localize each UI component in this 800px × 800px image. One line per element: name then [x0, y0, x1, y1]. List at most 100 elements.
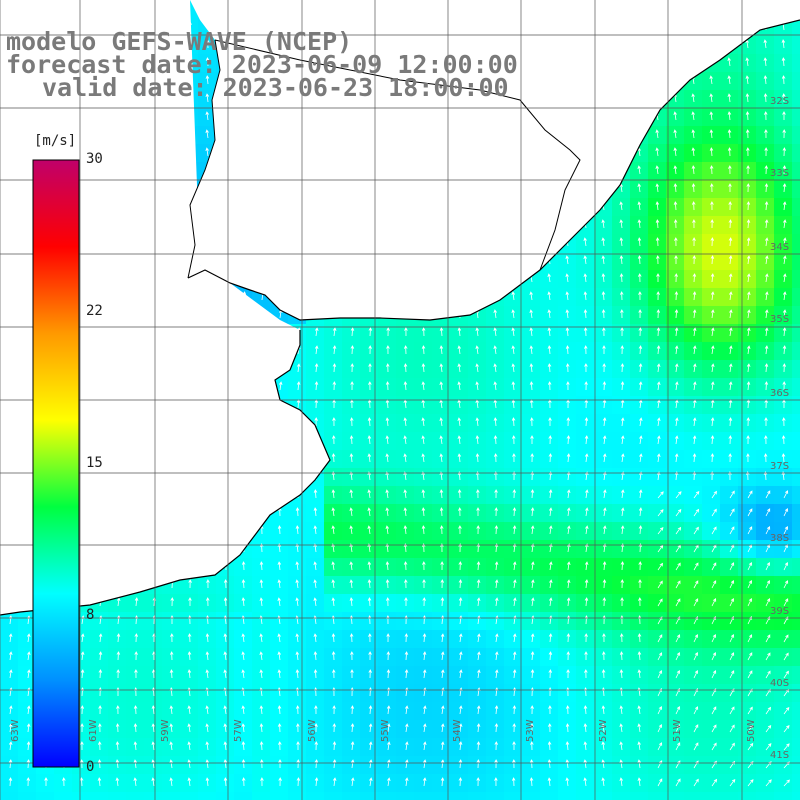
speed-cell — [18, 774, 37, 793]
wind-arrow — [223, 759, 228, 769]
wind-arrow — [728, 237, 733, 247]
speed-cell — [630, 486, 649, 505]
wind-arrow — [782, 219, 787, 229]
speed-cell — [378, 702, 397, 721]
wind-arrow — [657, 634, 663, 643]
wind-arrow — [619, 273, 624, 283]
speed-cell — [648, 486, 667, 505]
speed-cell — [738, 342, 757, 361]
wind-arrow — [710, 291, 715, 301]
wind-arrow — [187, 723, 191, 733]
wind-arrow — [439, 345, 444, 355]
speed-cell — [684, 162, 703, 181]
wind-arrow — [349, 417, 354, 427]
speed-cell — [612, 324, 631, 343]
speed-cell — [270, 738, 289, 757]
speed-cell — [720, 540, 739, 559]
speed-cell — [504, 594, 523, 613]
speed-cell — [792, 594, 800, 613]
speed-cell — [594, 450, 613, 469]
wind-arrow — [619, 255, 624, 265]
speed-cell — [648, 540, 667, 559]
wind-arrow — [223, 669, 227, 679]
speed-cell — [306, 648, 325, 667]
wind-arrow — [314, 723, 318, 733]
speed-cell — [576, 468, 595, 487]
wind-arrow — [673, 111, 677, 121]
speed-cell — [216, 792, 235, 800]
wind-arrow — [439, 327, 444, 337]
wind-arrow — [547, 759, 552, 769]
speed-cell — [558, 684, 577, 703]
speed-cell — [558, 396, 577, 415]
speed-cell — [504, 630, 523, 649]
wind-arrow — [728, 417, 733, 427]
wind-arrow — [565, 705, 570, 715]
speed-cell — [558, 522, 577, 541]
wind-arrow — [259, 561, 264, 571]
speed-cell — [522, 576, 541, 595]
wind-arrow — [638, 381, 643, 391]
wind-arrow — [205, 759, 210, 769]
speed-cell — [288, 666, 307, 685]
wind-arrow — [80, 669, 85, 679]
wind-arrow — [423, 741, 427, 751]
longitude-label: 50W — [746, 719, 757, 742]
wind-arrow — [583, 777, 587, 787]
wind-arrow — [8, 633, 13, 643]
wind-arrow — [530, 507, 535, 517]
wind-arrow — [583, 327, 588, 337]
wind-arrow — [512, 705, 517, 715]
speed-cell — [702, 450, 721, 469]
wind-arrow — [566, 597, 571, 607]
wind-arrow — [746, 435, 750, 445]
speed-cell — [414, 324, 433, 343]
wind-arrow — [765, 743, 772, 751]
speed-cell — [90, 774, 109, 793]
wind-arrow — [547, 363, 552, 373]
wind-arrow — [475, 435, 480, 445]
latitude-label: 37S — [770, 461, 790, 472]
wind-arrow — [386, 723, 391, 733]
speed-cell — [306, 396, 325, 415]
wind-arrow — [675, 508, 682, 517]
speed-cell — [612, 450, 631, 469]
wind-arrow — [602, 381, 607, 391]
wind-arrow — [729, 760, 736, 769]
wind-arrow — [457, 489, 462, 499]
wind-arrow — [385, 453, 390, 463]
wind-arrow — [403, 489, 408, 499]
wind-arrow — [639, 417, 643, 427]
speed-cell — [558, 486, 577, 505]
wind-arrow — [439, 525, 444, 535]
speed-cell — [270, 522, 289, 541]
speed-cell — [342, 666, 361, 685]
speed-cell — [450, 558, 469, 577]
wind-arrow — [674, 255, 678, 264]
wind-arrow — [241, 651, 245, 661]
wind-arrow — [619, 219, 624, 229]
speed-cell — [144, 666, 163, 685]
speed-cell — [666, 270, 685, 289]
speed-cell — [648, 576, 667, 595]
speed-cell — [774, 162, 793, 181]
speed-cell — [414, 720, 433, 739]
speed-cell — [504, 774, 523, 793]
wind-arrow — [295, 543, 300, 553]
wind-arrow — [422, 579, 426, 588]
wind-arrow — [729, 724, 735, 733]
wind-arrow — [675, 778, 681, 787]
speed-cell — [792, 684, 800, 703]
speed-cell — [684, 414, 703, 433]
speed-cell — [342, 702, 361, 721]
wind-arrow — [638, 525, 643, 535]
wind-arrow — [439, 453, 444, 463]
wind-arrow — [585, 525, 589, 535]
speed-cell — [18, 612, 37, 631]
speed-cell — [378, 684, 397, 703]
speed-cell — [414, 558, 433, 577]
wind-arrow — [764, 417, 768, 426]
speed-cell — [648, 396, 667, 415]
wind-arrow — [529, 327, 534, 337]
speed-cell — [756, 252, 775, 271]
